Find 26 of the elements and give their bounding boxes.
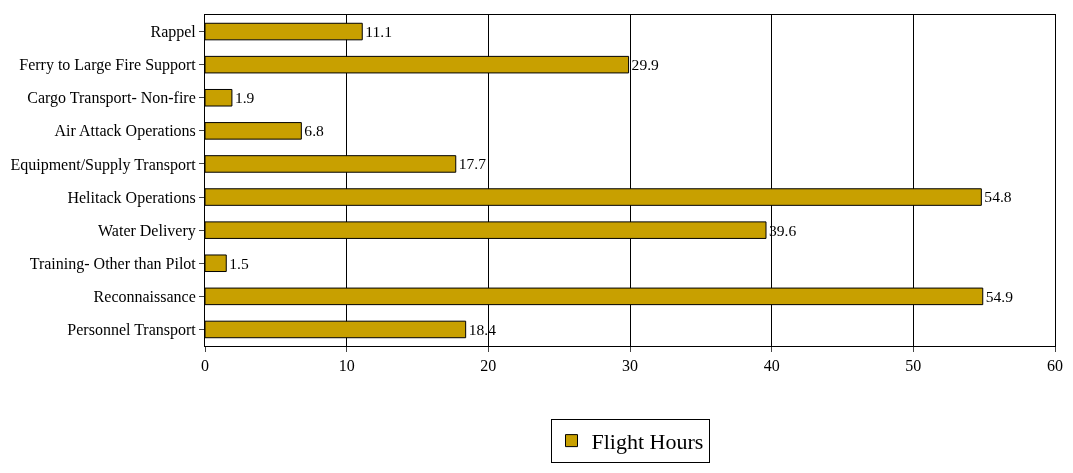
y-tick-label: Cargo Transport- Non-fire xyxy=(27,89,196,108)
data-label: 6.8 xyxy=(304,122,325,140)
legend-label: Flight Hours xyxy=(591,429,704,455)
data-label: 1.5 xyxy=(229,254,249,272)
data-label: 17.7 xyxy=(458,155,487,173)
x-tick-label: 10 xyxy=(338,357,355,375)
x-tick-label: 60 xyxy=(1047,357,1063,375)
data-label: 11.1 xyxy=(365,22,392,40)
y-tick-label: Air Attack Operations xyxy=(54,122,196,141)
x-tick-label: 50 xyxy=(905,357,922,375)
y-tick-label: Ferry to Large Fire Support xyxy=(19,56,197,75)
y-tick-label: Reconnaissance xyxy=(93,287,196,305)
y-tick-label: Helitack Operations xyxy=(67,188,196,207)
data-label: 54.9 xyxy=(985,287,1014,305)
y-tick-label: Personnel Transport xyxy=(67,321,197,340)
y-tick-label: Equipment/Supply Transport xyxy=(10,155,197,174)
y-tick-label: Water Delivery xyxy=(98,221,196,240)
x-tick-label: 0 xyxy=(201,357,209,375)
data-label: 29.9 xyxy=(631,56,660,74)
y-tick-label: Rappel xyxy=(150,23,197,42)
x-tick-label: 20 xyxy=(480,357,497,375)
data-label: 54.8 xyxy=(984,188,1012,206)
x-tick-label: 40 xyxy=(763,357,780,375)
x-tick-label: 30 xyxy=(622,357,638,375)
data-label: 1.9 xyxy=(234,89,255,107)
y-tick-label: Training- Other than Pilot xyxy=(29,254,197,273)
